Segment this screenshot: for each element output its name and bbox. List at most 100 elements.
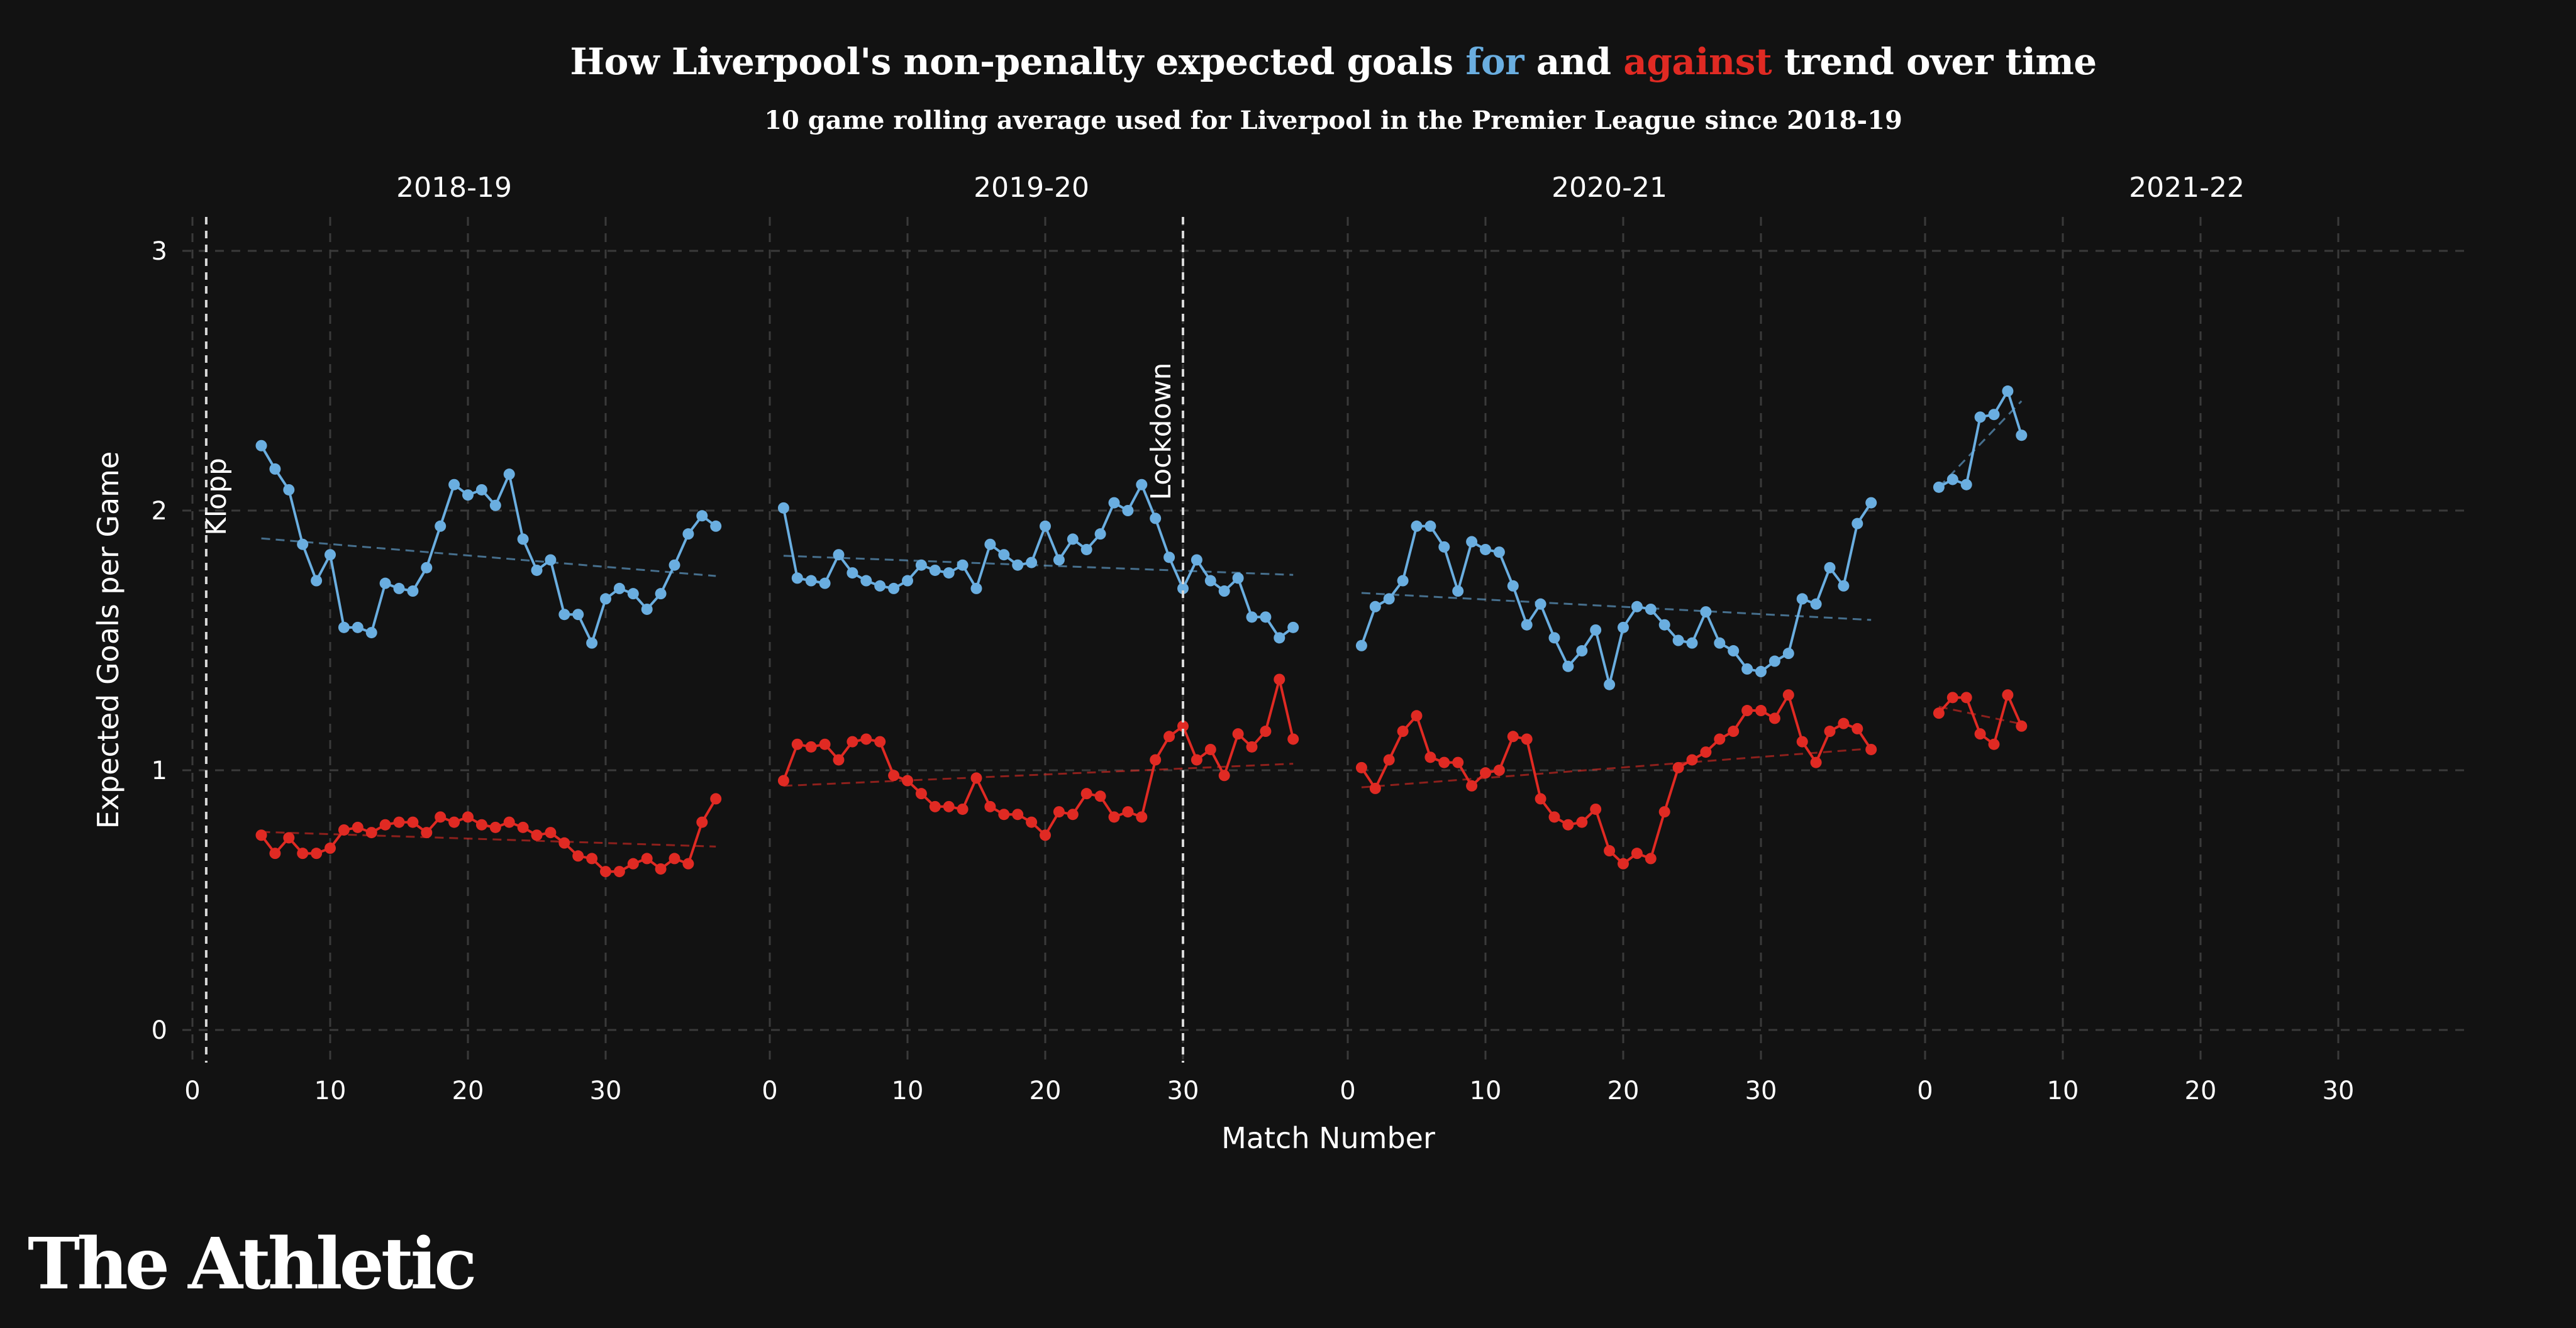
data-point-against <box>641 853 653 865</box>
data-point-for <box>1686 637 1698 649</box>
data-point-for <box>669 559 680 571</box>
data-point-for <box>998 549 1010 561</box>
x-tick-label: 10 <box>892 1076 924 1105</box>
data-point-for <box>957 559 969 571</box>
y-tick-label: 2 <box>152 497 167 526</box>
data-point-for <box>1728 645 1740 657</box>
data-point-against <box>311 848 323 860</box>
data-point-against <box>297 848 309 860</box>
data-point-against <box>1548 811 1560 823</box>
data-point-against <box>338 824 350 836</box>
data-point-for <box>1108 497 1120 509</box>
data-point-against <box>1974 728 1986 740</box>
data-point-against <box>1163 731 1175 743</box>
data-point-for <box>902 575 913 587</box>
data-point-against <box>1177 720 1189 732</box>
data-point-for <box>833 549 845 561</box>
data-point-for <box>1933 481 1945 493</box>
data-point-against <box>393 816 405 828</box>
data-point-for <box>1218 585 1230 597</box>
data-point-for <box>1714 637 1726 649</box>
data-point-against <box>2002 689 2014 701</box>
data-point-against <box>1810 756 1822 768</box>
data-point-against <box>503 816 515 828</box>
data-point-for <box>1177 582 1189 594</box>
data-point-against <box>600 866 611 878</box>
data-point-against <box>777 775 789 787</box>
data-point-for <box>1053 554 1065 566</box>
brand-logo: The Athletic <box>28 1223 477 1305</box>
data-point-against <box>805 741 817 753</box>
facet-season-label: 2020-21 <box>1552 172 1667 204</box>
x-tick-label: 30 <box>2323 1076 2355 1105</box>
data-point-against <box>1452 756 1464 768</box>
data-point-against <box>1122 806 1134 818</box>
data-point-against <box>558 837 570 849</box>
data-point-for <box>805 575 817 587</box>
data-point-against <box>1287 733 1299 745</box>
data-point-against <box>669 853 680 865</box>
data-point-for <box>545 554 557 566</box>
data-point-for <box>1604 678 1616 690</box>
data-point-against <box>819 738 831 750</box>
data-point-against <box>1369 782 1381 794</box>
data-point-against <box>435 811 447 823</box>
data-point-against <box>352 821 364 833</box>
data-point-against <box>874 736 886 748</box>
data-point-against <box>1768 712 1780 724</box>
data-point-against <box>255 829 267 841</box>
data-point-for <box>710 520 722 532</box>
data-point-against <box>1590 803 1602 815</box>
data-point-for <box>1232 572 1244 584</box>
data-point-against <box>421 827 433 839</box>
data-point-for <box>1658 619 1670 631</box>
facet-season-label: 2021-22 <box>2129 172 2245 204</box>
x-tick-label: 30 <box>1745 1076 1777 1105</box>
data-point-against <box>1026 816 1038 828</box>
data-point-for <box>311 575 323 587</box>
x-tick-label: 20 <box>2185 1076 2217 1105</box>
series-line-against <box>782 678 1295 838</box>
data-point-against <box>2016 720 2028 732</box>
data-point-for <box>1988 409 2000 421</box>
data-point-against <box>1946 692 1958 704</box>
data-point-for <box>462 489 474 501</box>
trend-line-against <box>783 763 1294 787</box>
data-point-against <box>1535 793 1546 805</box>
data-point-against <box>1274 673 1285 685</box>
data-point-against <box>1604 845 1616 857</box>
data-point-for <box>1521 619 1533 631</box>
data-point-for <box>283 484 295 495</box>
data-point-against <box>847 736 858 748</box>
data-point-against <box>1040 829 1051 841</box>
data-point-against <box>365 827 377 839</box>
data-point-for <box>503 468 515 480</box>
facet-season-label: 2018-19 <box>396 172 512 204</box>
data-point-against <box>1493 765 1505 776</box>
y-tick-label: 1 <box>152 756 167 785</box>
data-point-for <box>435 520 447 532</box>
annotation-label: Klopp <box>201 458 233 536</box>
data-point-against <box>1383 754 1395 766</box>
series-line-against <box>1360 692 1872 866</box>
data-point-against <box>1865 743 1877 755</box>
data-point-against <box>1933 707 1945 719</box>
data-point-for <box>641 603 653 615</box>
data-point-for <box>352 621 364 633</box>
data-point-against <box>1480 767 1491 779</box>
x-tick-label: 0 <box>1340 1076 1355 1105</box>
data-point-against <box>1988 738 2000 750</box>
data-point-for <box>393 582 405 594</box>
trend-line-against <box>261 831 716 848</box>
data-point-for <box>1274 632 1285 644</box>
data-point-against <box>1755 705 1767 717</box>
trend-line-against <box>1938 706 2022 725</box>
data-point-for <box>1700 606 1712 618</box>
data-point-against <box>1080 788 1092 800</box>
data-point-against <box>1136 811 1148 823</box>
data-point-against <box>682 858 694 870</box>
x-tick-label: 10 <box>2047 1076 2079 1105</box>
data-point-for <box>1782 648 1794 660</box>
data-point-against <box>655 863 667 875</box>
data-point-against <box>379 819 391 831</box>
